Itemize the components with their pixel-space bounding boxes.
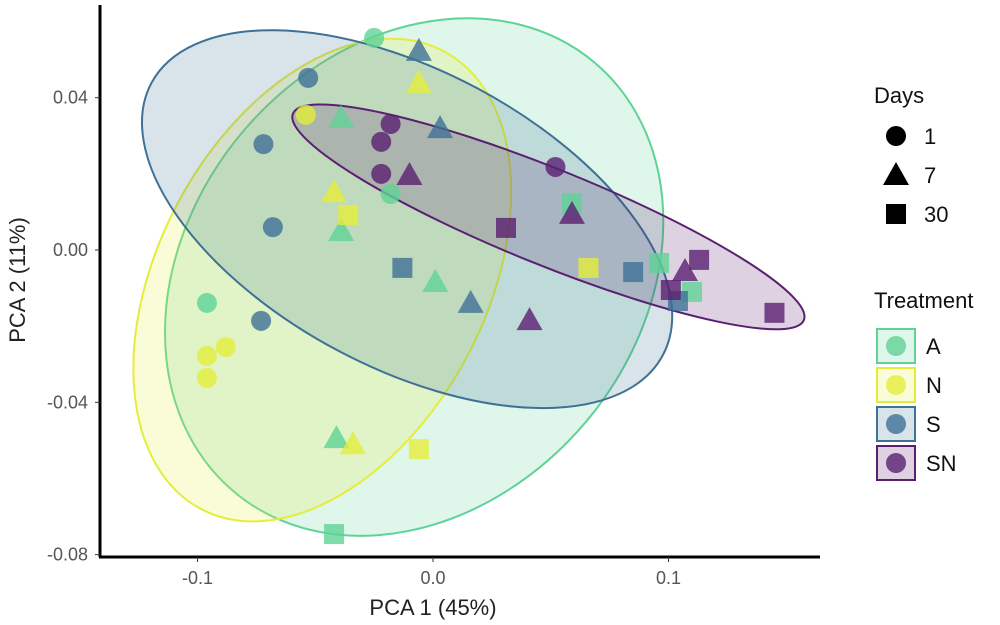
- point-sn-day7: [396, 161, 423, 185]
- point-s-day7: [457, 289, 484, 313]
- legend-treatment-label: N: [926, 373, 942, 398]
- point-s-day1: [298, 67, 319, 88]
- legend-circle-icon: [886, 336, 906, 356]
- legend-treatment-label: A: [926, 334, 941, 359]
- point-sn-day7: [671, 257, 698, 281]
- point-s-day1: [262, 217, 283, 238]
- axis-ticks: -0.1 0.0 0.1 0.04 0.00 -0.04 -0.08: [47, 88, 681, 588]
- y-tick-label: 0.00: [53, 240, 88, 260]
- legend-treatment-label: SN: [926, 451, 957, 476]
- ellipse-a: [164, 17, 665, 537]
- legend-circle-icon: [886, 375, 906, 395]
- point-s-day7: [405, 37, 432, 61]
- legend-days-label: 1: [924, 124, 936, 149]
- point-s-day1: [251, 310, 272, 331]
- point-n-day30: [408, 439, 429, 460]
- point-a-day30: [324, 524, 345, 545]
- legend-circle-icon: [886, 453, 906, 473]
- legend-treatment-label: S: [926, 412, 941, 437]
- legend-days-label: 7: [924, 163, 936, 188]
- point-n-day1: [196, 345, 217, 366]
- point-a-day7: [328, 217, 355, 241]
- legend-square-icon: [886, 204, 906, 224]
- point-a-day1: [196, 292, 217, 313]
- point-a-day7: [422, 268, 449, 292]
- point-sn-day30: [660, 279, 681, 300]
- point-n-day7: [339, 431, 366, 455]
- x-axis-title: PCA 1 (45%): [369, 595, 496, 620]
- legend-key-n: [876, 367, 916, 403]
- point-n-day1: [215, 337, 236, 358]
- point-sn-day30: [689, 249, 710, 270]
- point-a-day1: [380, 184, 401, 205]
- y-tick-label: -0.04: [47, 392, 88, 412]
- point-sn-day1: [371, 131, 392, 152]
- point-n-day30: [578, 257, 599, 278]
- point-a-day7: [328, 104, 355, 128]
- legend: Days 1 7 30 Treatment ANS SN: [874, 83, 973, 481]
- legend-circle-icon: [886, 126, 906, 146]
- point-a-day30: [649, 252, 670, 273]
- point-a-day1: [364, 27, 385, 48]
- legend-triangle-icon: [883, 162, 909, 185]
- legend-circle-icon: [886, 414, 906, 434]
- confidence-ellipses: [132, 17, 806, 537]
- point-n-day1: [295, 104, 316, 125]
- point-sn-day30: [496, 217, 517, 238]
- data-points: [196, 27, 785, 545]
- point-sn-day1: [545, 156, 566, 177]
- y-tick-label: 0.04: [53, 88, 88, 108]
- point-sn-day7: [516, 307, 543, 331]
- point-n-day30: [338, 204, 359, 225]
- x-tick-label: 0.0: [420, 568, 445, 588]
- point-s-day1: [253, 134, 274, 155]
- point-n-day1: [196, 367, 217, 388]
- point-sn-day7: [558, 200, 585, 224]
- point-n-day7: [321, 179, 348, 203]
- point-sn-day1: [371, 163, 392, 184]
- x-tick-label: 0.1: [656, 568, 681, 588]
- ellipse-s: [141, 29, 674, 410]
- legend-treatment-title: Treatment: [874, 288, 973, 313]
- point-sn-day30: [764, 302, 785, 323]
- x-tick-label: -0.1: [182, 568, 213, 588]
- legend-days-title: Days: [874, 83, 924, 108]
- y-tick-label: -0.08: [47, 545, 88, 565]
- ellipse-n: [132, 37, 513, 523]
- point-s-day30: [392, 257, 413, 278]
- legend-days-label: 30: [924, 202, 948, 227]
- point-a-day7: [323, 425, 350, 449]
- point-sn-day1: [380, 113, 401, 134]
- y-axis-title: PCA 2 (11%): [5, 217, 30, 343]
- point-s-day30: [623, 262, 644, 283]
- point-n-day7: [405, 69, 432, 93]
- point-s-day7: [427, 115, 454, 139]
